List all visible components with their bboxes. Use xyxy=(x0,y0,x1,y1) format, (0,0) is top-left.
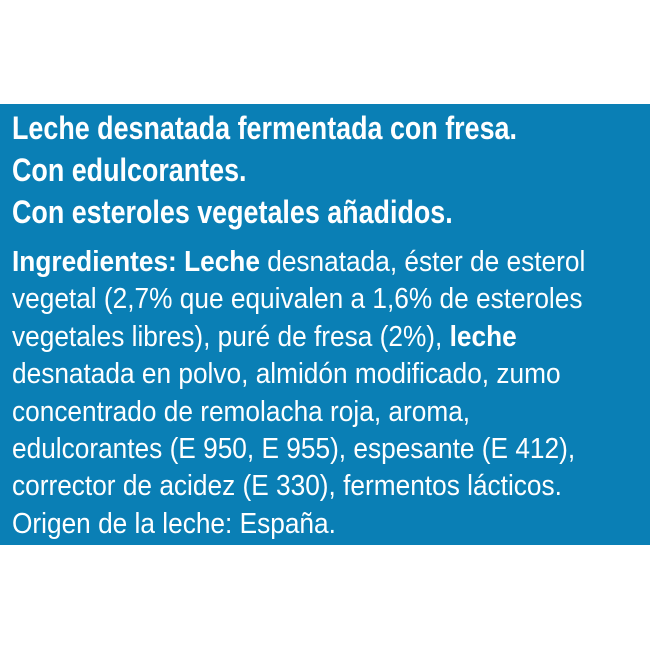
ingredients-line: Ingredientes: Leche desnatada, éster de … xyxy=(12,246,585,279)
ingredients-line: concentrado de remolacha roja, aroma, xyxy=(12,396,470,429)
label-panel: Leche desnatada fermentada con fresa. Co… xyxy=(0,104,650,545)
ingredient-text: desnatada, éster de esterol xyxy=(259,246,586,278)
sterol-note: Con esteroles vegetales añadidos. xyxy=(12,194,453,230)
ingredient-text: edulcorantes (E 950, E 955), espesante (… xyxy=(12,433,576,465)
ingredients-line: edulcorantes (E 950, E 955), espesante (… xyxy=(12,433,575,466)
ingredient-text: Origen de la leche: España. xyxy=(12,507,336,540)
ingredients-line: vegetales libres), puré de fresa (2%), l… xyxy=(12,321,517,354)
ingredient-text: desnatada en polvo, almidón modificado, … xyxy=(12,358,561,391)
ingredient-text: concentrado de remolacha roja, aroma, xyxy=(12,395,471,428)
ingredient-text: corrector de acidez (E 330), fermentos l… xyxy=(12,470,562,503)
ingredients-line: desnatada en polvo, almidón modificado, … xyxy=(12,358,561,391)
ingredients-line: Origen de la leche: España. xyxy=(12,508,336,541)
bold-ingredient-text: Ingredientes: Leche xyxy=(12,246,260,278)
ingredients-line: corrector de acidez (E 330), fermentos l… xyxy=(12,470,562,503)
ingredients-line: vegetal (2,7% que equivalen a 1,6% de es… xyxy=(12,283,582,316)
ingredient-text: vegetal (2,7% que equivalen a 1,6% de es… xyxy=(12,283,583,316)
sweetener-note: Con edulcorantes. xyxy=(12,152,247,188)
ingredient-text: vegetales libres), puré de fresa (2%), xyxy=(12,320,450,353)
bold-ingredient-text: leche xyxy=(449,320,517,353)
product-title: Leche desnatada fermentada con fresa. xyxy=(12,110,517,146)
